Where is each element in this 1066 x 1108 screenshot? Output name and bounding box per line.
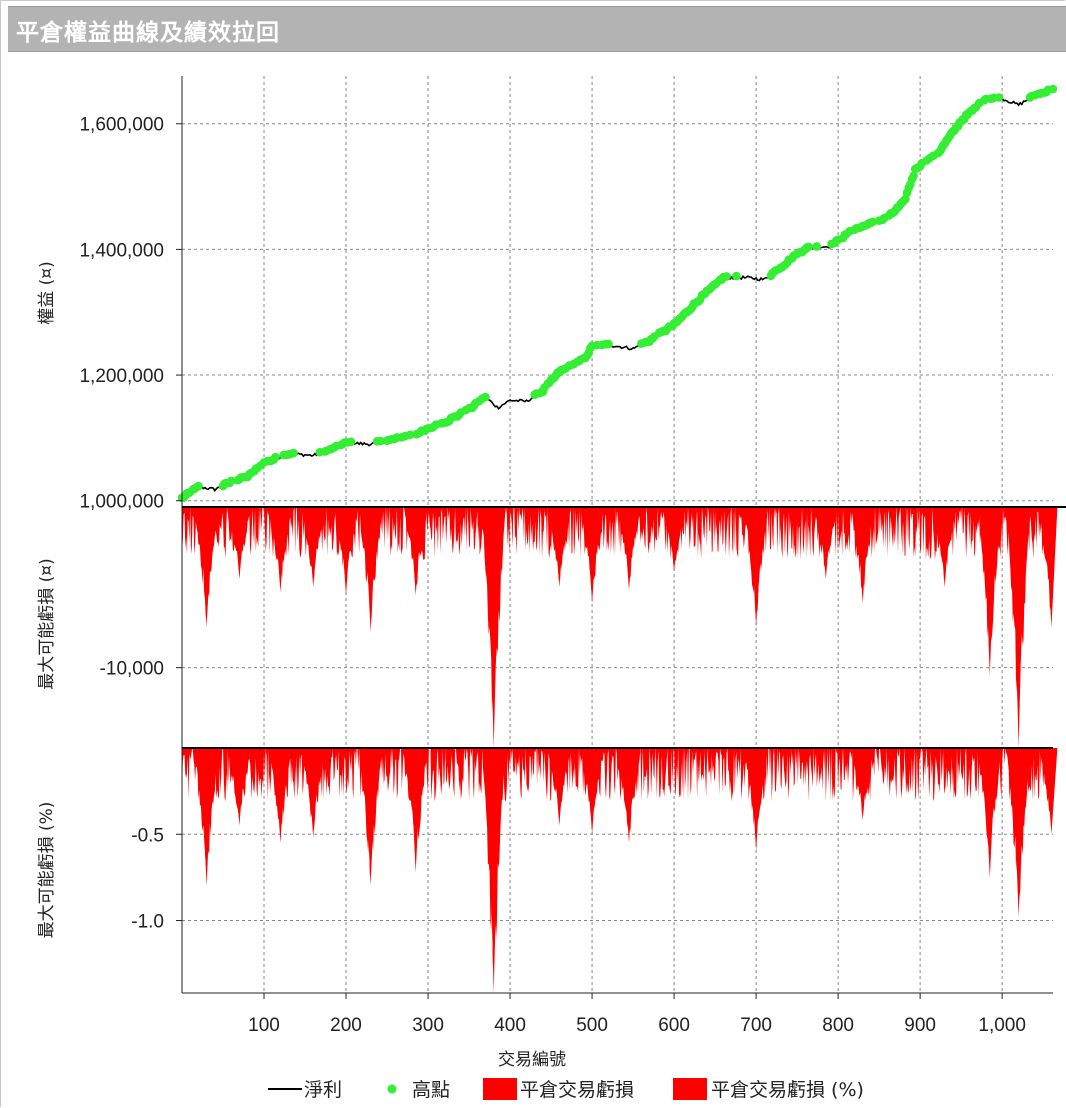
drawdown-spike — [586, 507, 599, 604]
legend-label-high: 高點 — [412, 1079, 450, 1101]
drawdown-spike — [856, 507, 869, 604]
equity-high-point — [804, 242, 813, 252]
equity-high-point — [1048, 84, 1058, 94]
drawdown-spike — [1012, 507, 1025, 748]
x-tick-label: 400 — [494, 1015, 526, 1036]
y-tick-label: -1.0 — [131, 912, 164, 933]
title-bar: 平倉權益曲線及績效拉回 — [8, 6, 1066, 52]
equity-high-point — [194, 481, 203, 491]
drawdown-spike — [233, 507, 246, 580]
axis-labels: 交易編號 權益 (¤) 最大可能虧損 (¤) 最大可能虧損 (%) — [37, 261, 566, 1070]
drawdown-spike — [1045, 507, 1058, 628]
legend-label-dd-pct: 平倉交易虧損 (%) — [711, 1079, 864, 1101]
drawdown-abs-y-label: 最大可能虧損 (¤) — [37, 558, 57, 689]
drawdown-abs-panel — [182, 507, 1058, 748]
drawdown-spike — [487, 507, 500, 748]
drawdown-spike — [409, 507, 422, 596]
drawdown-spike — [340, 507, 352, 596]
drawdown-spike — [487, 748, 500, 993]
drawdown-spike — [983, 507, 996, 676]
drawdown-spike — [1012, 748, 1025, 918]
drawdown-pct-panel — [182, 748, 1058, 993]
equity-panel — [177, 84, 1058, 503]
net-profit-line — [182, 88, 1054, 499]
drawdown-spike — [553, 507, 566, 588]
x-tick-label: 300 — [412, 1015, 444, 1036]
y-tick-label: 1,400,000 — [79, 240, 164, 261]
x-tick-label: 100 — [248, 1015, 280, 1036]
drawdown-spike — [938, 507, 951, 588]
drawdown-spike — [586, 748, 599, 835]
legend-label-dd-abs: 平倉交易虧損 — [520, 1079, 634, 1101]
legend-box-swatch-pct — [673, 1078, 707, 1100]
equity-high-point — [909, 171, 918, 181]
legend-dot-swatch — [387, 1084, 397, 1094]
drawdown-spike — [274, 507, 287, 593]
equity-high-point — [271, 452, 280, 462]
equity-high-point — [226, 476, 236, 486]
drawdown-pct-y-label: 最大可能虧損 (%) — [37, 802, 57, 939]
drawdown-spike — [364, 507, 377, 633]
drawdown-spike — [856, 748, 869, 821]
legend: 淨利 高點 平倉交易虧損 平倉交易虧損 (%) — [268, 1078, 864, 1101]
equity-high-point — [405, 430, 415, 440]
equity-high-point — [812, 242, 822, 251]
drawdown-spike — [274, 748, 287, 843]
legend-label-net: 淨利 — [304, 1079, 342, 1101]
y-tick-label: -10,000 — [100, 659, 164, 680]
drawdown-spike — [819, 507, 832, 580]
drawdown-spike — [200, 507, 213, 628]
drawdown-area — [182, 748, 1053, 968]
x-tick-label: 800 — [822, 1015, 854, 1036]
drawdown-spike — [750, 748, 763, 852]
y-tick-label: 1,200,000 — [79, 366, 164, 387]
y-tick-label: 1,600,000 — [79, 115, 164, 136]
equity-high-point — [722, 272, 731, 281]
drawdown-spike — [364, 748, 377, 886]
x-tick-label: 600 — [658, 1015, 690, 1036]
equity-high-point — [732, 271, 741, 281]
drawdown-area — [182, 507, 1053, 722]
equity-high-point — [604, 339, 613, 349]
drawdown-spike — [1045, 748, 1058, 835]
x-axis-label: 交易編號 — [498, 1050, 566, 1070]
window-title: 平倉權益曲線及績效拉回 — [16, 20, 280, 46]
x-tick-label: 1,000 — [978, 1015, 1026, 1036]
equity-y-label: 權益 (¤) — [37, 261, 57, 324]
drawdown-spike — [233, 748, 246, 826]
x-tick-label: 900 — [904, 1015, 936, 1036]
equity-high-point — [289, 448, 298, 458]
x-tick-label: 500 — [576, 1015, 608, 1036]
drawdown-spike — [200, 748, 213, 886]
y-tick-label: -0.5 — [131, 825, 164, 846]
drawdown-spike — [983, 748, 996, 878]
x-tick-label: 200 — [330, 1015, 362, 1036]
legend-box-swatch-abs — [483, 1078, 517, 1100]
drawdown-spike — [553, 748, 566, 826]
drawdown-spike — [307, 748, 320, 838]
drawdown-spike — [623, 507, 635, 591]
x-tick-label: 700 — [740, 1015, 772, 1036]
axes: 100 200 300 400 500 600 700 800 900 1,000 1,000,00… — [79, 76, 1066, 1036]
drawdown-spike — [750, 507, 763, 628]
y-tick-label: 1,000,000 — [79, 492, 164, 513]
drawdown-spike — [668, 507, 681, 572]
equity-high-point — [346, 437, 356, 447]
equity-high-point — [481, 392, 490, 402]
drawdown-spike — [409, 748, 422, 873]
equity-high-point — [376, 436, 385, 446]
equity-high-point — [994, 93, 1004, 102]
drawdown-spike — [307, 507, 320, 588]
equity-high-point — [868, 217, 877, 227]
drawdown-spike — [623, 748, 635, 843]
